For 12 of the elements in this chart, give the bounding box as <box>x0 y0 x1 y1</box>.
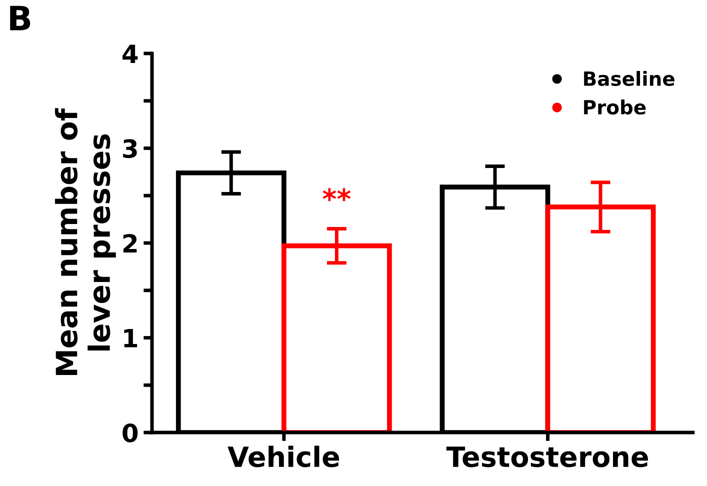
y-tick-label: 2 <box>123 234 137 252</box>
y-tick-label: 3 <box>123 139 137 158</box>
y-axis-title: Mean number of lever presses <box>54 108 116 375</box>
legend-label: Baseline <box>584 70 674 86</box>
y-tick-label: 1 <box>124 329 138 348</box>
legend-label: Probe <box>584 100 646 115</box>
y-tick-label: 4 <box>122 44 138 63</box>
x-tick-label: Vehicle <box>228 446 340 468</box>
annotation: ** <box>322 188 351 202</box>
text: B <box>10 6 30 30</box>
x-tick-label: Testosterone <box>446 446 648 468</box>
y-tick-label: 0 <box>122 423 138 442</box>
